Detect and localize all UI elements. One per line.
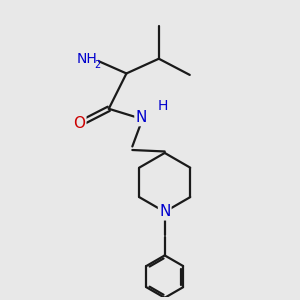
Text: H: H — [158, 99, 168, 113]
Text: N: N — [136, 110, 147, 125]
Text: N: N — [159, 204, 170, 219]
Text: O: O — [73, 116, 85, 131]
Text: NH: NH — [76, 52, 97, 66]
Text: 2: 2 — [94, 60, 101, 70]
